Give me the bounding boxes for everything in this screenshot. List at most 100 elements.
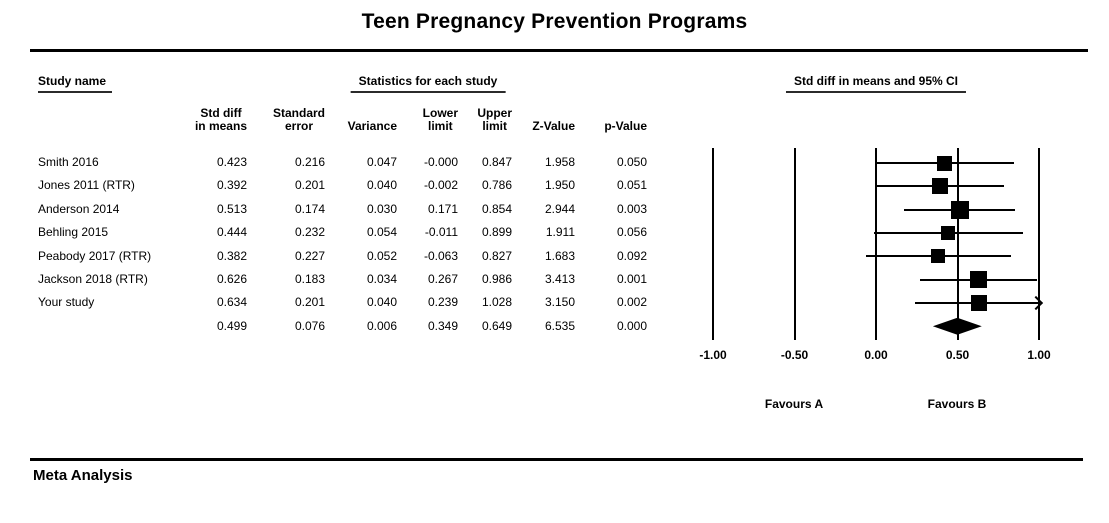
- cell-z-value: 1.958: [544, 155, 575, 169]
- cell-upper-limit: 0.827: [481, 248, 512, 263]
- axis-tick-label: 0.50: [945, 348, 970, 362]
- cell-variance: 0.034: [366, 271, 397, 286]
- statistics-table: Smith 2016 0.423 0.216 0.047 -0.000 0.847 1.95…: [38, 151, 647, 338]
- cell-study-name: Anderson 2014: [38, 201, 120, 216]
- cell-upper-limit: 0.986: [481, 271, 512, 286]
- favours-b-label: Favours B: [927, 397, 987, 411]
- effect-square: [931, 249, 946, 264]
- cell-p-value: 0.056: [616, 225, 647, 240]
- overall-diamond: [932, 317, 982, 335]
- cell-study-name: Smith 2016: [38, 155, 99, 169]
- cell-variance: 0.030: [366, 201, 397, 216]
- cell-z-value: 1.950: [544, 178, 575, 193]
- column-header: Standard error: [272, 106, 325, 133]
- page-title: Teen Pregnancy Prevention Programs: [361, 10, 748, 33]
- cell-study-name: [38, 315, 180, 338]
- table-row: Your study 0.634 0.201 0.040 0.239 1.028 3.150…: [38, 291, 647, 314]
- cell-z-value: 3.413: [544, 271, 575, 286]
- cell-variance: 0.054: [366, 225, 397, 240]
- cell-z-value: 6.535: [544, 318, 575, 333]
- column-header-row: Std diff in means Standard error Variance Low…: [38, 99, 647, 133]
- cell-lower-limit: -0.063: [423, 248, 458, 263]
- cell-p-value: 0.051: [616, 178, 647, 193]
- gridline: [875, 148, 877, 340]
- cell-standard-error: 0.201: [294, 178, 325, 193]
- forest-plot: [712, 148, 1044, 340]
- table-row: Behling 2015 0.444 0.232 0.054 -0.011 0.899 1.…: [38, 221, 647, 244]
- cell-standard-error: 0.076: [294, 318, 325, 333]
- bottom-divider: [30, 458, 1083, 461]
- cell-p-value: 0.000: [616, 318, 647, 333]
- cell-variance: 0.040: [366, 178, 397, 193]
- column-header: Std diff in means: [194, 106, 247, 133]
- table-row: Jackson 2018 (RTR) 0.626 0.183 0.034 0.267 0.…: [38, 268, 647, 291]
- table-row: Jones 2011 (RTR) 0.392 0.201 0.040 -0.002 0.7…: [38, 174, 647, 197]
- effect-square: [931, 178, 948, 195]
- cell-upper-limit: 0.847: [481, 155, 512, 169]
- cell-std-diff: 0.382: [216, 248, 247, 263]
- group-header-statistics: Statistics for each study: [350, 74, 506, 93]
- cell-std-diff: 0.626: [216, 271, 247, 286]
- cell-standard-error: 0.183: [294, 271, 325, 286]
- cell-variance: 0.052: [366, 248, 397, 263]
- column-header: p-Value: [604, 119, 647, 133]
- cell-standard-error: 0.174: [294, 201, 325, 216]
- cell-lower-limit: -0.000: [423, 155, 458, 169]
- group-header-study-name: Study name: [38, 74, 113, 93]
- ci-arrow-right-icon: [1028, 295, 1044, 311]
- effect-square: [969, 271, 987, 289]
- cell-study-name: Your study: [38, 295, 95, 310]
- axis-tick-label: 1.00: [1027, 348, 1051, 362]
- column-header: Lower limit: [422, 106, 458, 133]
- gridline: [1038, 148, 1040, 340]
- cell-lower-limit: 0.267: [427, 271, 458, 286]
- cell-upper-limit: 1.028: [481, 295, 512, 310]
- group-header-effect: Std diff in means and 95% CI: [785, 74, 967, 93]
- footer-title: Meta Analysis: [33, 467, 133, 484]
- effect-square: [941, 225, 956, 240]
- cell-std-diff: 0.634: [216, 295, 247, 310]
- cell-std-diff: 0.499: [216, 318, 247, 333]
- cell-study-name: Peabody 2017 (RTR): [38, 248, 152, 263]
- cell-variance: 0.040: [366, 295, 397, 310]
- cell-lower-limit: 0.239: [427, 295, 458, 310]
- axis-tick-label: -1.00: [699, 348, 727, 362]
- cell-standard-error: 0.227: [294, 248, 325, 263]
- cell-p-value: 0.092: [616, 248, 647, 263]
- cell-standard-error: 0.216: [294, 155, 325, 169]
- cell-lower-limit: 0.171: [427, 201, 458, 216]
- cell-lower-limit: -0.002: [423, 178, 458, 193]
- cell-z-value: 2.944: [544, 201, 575, 216]
- cell-study-name: Jackson 2018 (RTR): [38, 271, 148, 286]
- effect-square: [971, 294, 988, 311]
- cell-upper-limit: 0.899: [481, 225, 512, 240]
- gridline: [956, 148, 959, 340]
- cell-lower-limit: 0.349: [427, 318, 458, 333]
- cell-z-value: 3.150: [544, 295, 575, 310]
- cell-std-diff: 0.444: [216, 225, 247, 240]
- table-row: Smith 2016 0.423 0.216 0.047 -0.000 0.847 1.95…: [38, 151, 647, 174]
- cell-std-diff: 0.513: [216, 201, 247, 216]
- cell-p-value: 0.001: [616, 271, 647, 286]
- cell-p-value: 0.050: [616, 155, 647, 169]
- cell-study-name: Jones 2011 (RTR): [38, 178, 135, 193]
- top-divider: [30, 49, 1088, 52]
- table-row: Peabody 2017 (RTR) 0.382 0.227 0.052 -0.063 0…: [38, 245, 647, 268]
- gridline: [793, 148, 796, 340]
- effect-square: [950, 200, 969, 219]
- axis-tick-label: 0.00: [864, 348, 888, 362]
- effect-square: [937, 155, 953, 171]
- cell-study-name: Behling 2015: [38, 225, 109, 240]
- cell-z-value: 1.911: [545, 225, 575, 240]
- cell-z-value: 1.683: [544, 248, 575, 263]
- column-header: Upper limit: [477, 106, 512, 133]
- favours-a-label: Favours A: [764, 397, 824, 411]
- gridline: [712, 148, 714, 340]
- column-header: Variance: [347, 119, 397, 133]
- cell-upper-limit: 0.786: [481, 178, 512, 193]
- table-row: Anderson 2014 0.513 0.174 0.030 0.171 0.854 2.…: [38, 198, 647, 221]
- cell-variance: 0.006: [366, 318, 397, 333]
- cell-p-value: 0.002: [616, 295, 647, 310]
- cell-std-diff: 0.392: [216, 178, 247, 193]
